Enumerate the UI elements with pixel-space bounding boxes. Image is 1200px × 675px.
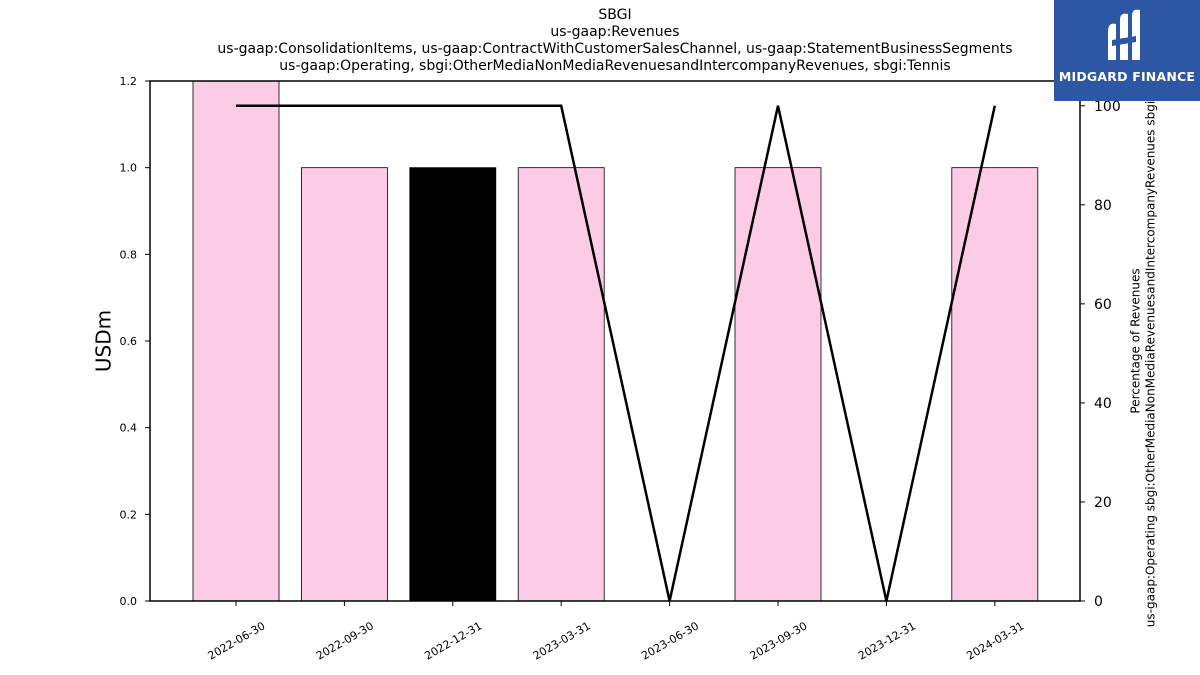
chart-title: SBGI us-gaap:Revenues us-gaap:Consolidat… bbox=[150, 7, 1080, 75]
y-right-tick-label: 80 bbox=[1094, 198, 1112, 214]
bar-2022-09-30 bbox=[300, 167, 388, 602]
y-axis-right-label-line-2: us-gaap:Operating sbgi:OtherMediaNonMedi… bbox=[1144, 101, 1158, 627]
bars-layer bbox=[192, 80, 1039, 602]
x-tick-label: 2024-03-31 bbox=[964, 619, 1026, 662]
bar-2022-12-31 bbox=[409, 167, 497, 602]
y-right-tick-label: 20 bbox=[1094, 495, 1112, 511]
chart-title-line-2: us-gaap:Revenues bbox=[550, 24, 680, 40]
x-tick-label: 2022-06-30 bbox=[206, 619, 268, 662]
x-tick-label: 2022-09-30 bbox=[314, 619, 376, 662]
y-tick-label: 0.0 bbox=[120, 595, 138, 608]
y-tick-label: 0.2 bbox=[120, 508, 138, 521]
bar-2023-03-31 bbox=[517, 167, 605, 602]
y-tick-label: 0.8 bbox=[120, 248, 138, 261]
percentage-line bbox=[236, 104, 997, 602]
chart-title-line-3: us-gaap:ConsolidationItems, us-gaap:Cont… bbox=[217, 41, 1013, 57]
y-tick-label: 1.2 bbox=[120, 75, 138, 88]
y-right-tick-label: 100 bbox=[1094, 99, 1121, 115]
bar-2023-09-30 bbox=[734, 167, 822, 602]
y-tick-label: 0.6 bbox=[120, 335, 138, 348]
logo-mark-icon bbox=[1108, 9, 1140, 61]
line-layer bbox=[235, 104, 997, 602]
midgard-finance-logo: MIDGARD FINANCE bbox=[1054, 0, 1200, 101]
plot-frame bbox=[149, 80, 1081, 602]
y-tick-label: 1.0 bbox=[120, 162, 138, 175]
x-tick-label: 2023-09-30 bbox=[748, 619, 810, 662]
y-right-tick-label: 0 bbox=[1094, 594, 1103, 610]
bar-2022-06-30 bbox=[192, 80, 280, 602]
y-tick-label: 0.4 bbox=[120, 422, 138, 435]
x-tick-label: 2023-03-31 bbox=[531, 619, 593, 662]
y-right-tick-label: 40 bbox=[1094, 396, 1112, 412]
x-tick-label: 2023-06-30 bbox=[639, 619, 701, 662]
y-axis-right-label-line-1: Percentage of Revenues bbox=[1129, 268, 1143, 413]
x-tick-label: 2022-12-31 bbox=[422, 619, 484, 662]
chart-title-line-1: SBGI bbox=[598, 7, 632, 23]
y-right-tick-label: 60 bbox=[1094, 297, 1112, 313]
chart-title-line-4: us-gaap:Operating, sbgi:OtherMediaNonMed… bbox=[279, 58, 951, 74]
x-tick-label: 2023-12-31 bbox=[856, 619, 918, 662]
bar-2024-03-31 bbox=[951, 167, 1039, 602]
y-axis-label: USDm bbox=[92, 310, 116, 372]
logo-text: MIDGARD FINANCE bbox=[1058, 69, 1196, 84]
